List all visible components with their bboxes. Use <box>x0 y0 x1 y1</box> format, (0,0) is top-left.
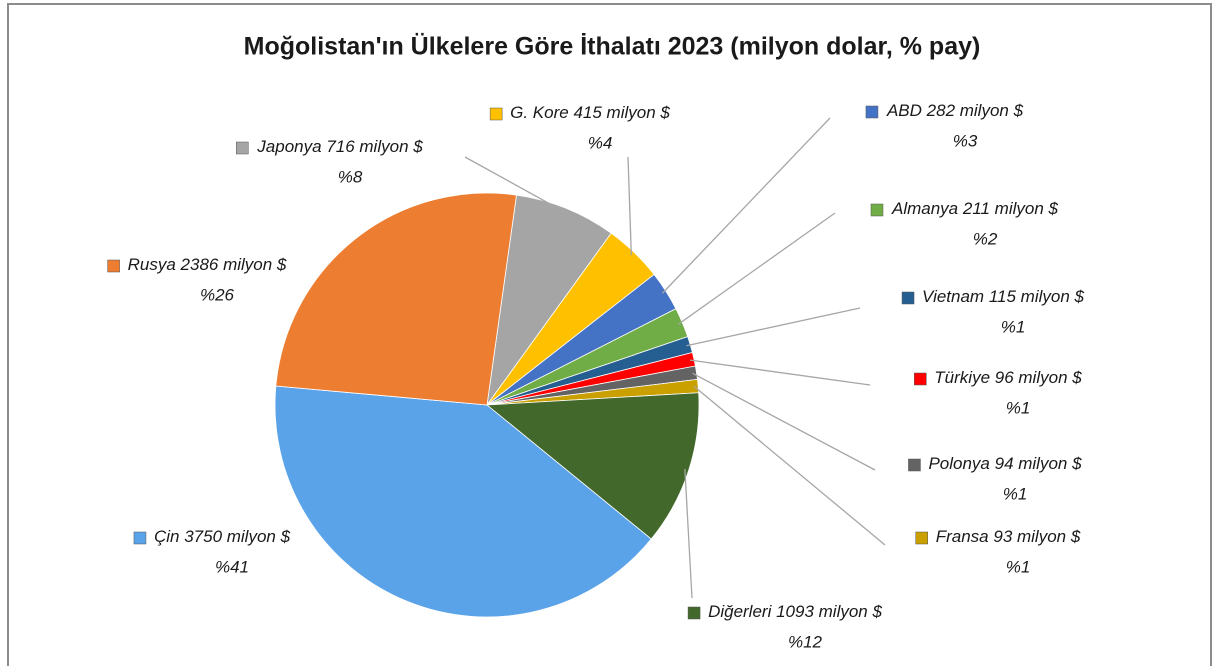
legend-key <box>133 531 147 545</box>
data-label: Çin 3750 milyon $ <box>154 527 291 546</box>
value-label: 3750 milyon $ <box>184 527 290 546</box>
value-label: 1093 milyon $ <box>776 602 882 621</box>
legend-key <box>908 458 921 472</box>
value-label: 96 milyon $ <box>995 368 1082 387</box>
value-label: 93 milyon $ <box>993 527 1080 546</box>
legend-key <box>915 531 928 545</box>
percent-label: %2 <box>973 229 998 248</box>
slices <box>274 192 700 618</box>
data-label: G. Kore 415 milyon $ <box>510 103 670 122</box>
data-label: Türkiye 96 milyon $ <box>934 368 1082 387</box>
data-label: Vietnam 115 milyon $ <box>922 287 1084 306</box>
percent-label: %12 <box>788 632 823 651</box>
value-label: 716 milyon $ <box>326 137 423 156</box>
category-name: Türkiye <box>934 368 990 387</box>
category-name: Fransa <box>936 527 989 546</box>
leader-line <box>627 156 632 256</box>
category-name: Polonya <box>928 454 989 473</box>
category-name: Diğerleri <box>708 602 773 621</box>
legend-key <box>107 259 120 273</box>
category-name: Çin <box>154 527 180 546</box>
data-label: Fransa 93 milyon $ <box>936 527 1081 546</box>
data-label: Japonya 716 milyon $ <box>256 137 423 156</box>
value-label: 115 milyon $ <box>989 287 1085 306</box>
data-label: Almanya 211 milyon $ <box>891 199 1059 218</box>
percent-label: %1 <box>1003 484 1028 503</box>
category-name: Rusya <box>128 255 176 274</box>
data-label: Polonya 94 milyon $ <box>928 454 1082 473</box>
leader-line <box>464 156 566 213</box>
percent-label: %1 <box>1006 557 1031 576</box>
percent-label: %1 <box>1001 317 1026 336</box>
percent-label: %41 <box>215 557 249 576</box>
category-name: Almanya <box>891 199 958 218</box>
data-label: Rusya 2386 milyon $ <box>128 255 287 274</box>
data-label: Diğerleri 1093 milyon $ <box>708 602 882 621</box>
leader-line <box>684 469 693 599</box>
legend-key <box>870 203 884 217</box>
value-label: 282 milyon $ <box>926 101 1024 120</box>
leader-line <box>661 117 831 294</box>
category-name: Japonya <box>256 137 321 156</box>
percent-label: %1 <box>1006 398 1031 417</box>
pie-slice <box>486 194 612 406</box>
percent-label: %3 <box>953 131 978 150</box>
value-label: 2386 milyon $ <box>180 255 287 274</box>
leader-line <box>686 307 861 347</box>
value-label: 211 milyon $ <box>962 199 1059 218</box>
percent-label: %4 <box>588 133 613 152</box>
legend-key <box>865 105 879 119</box>
category-name: Vietnam <box>922 287 984 306</box>
pie-slice <box>275 192 517 406</box>
percent-label: %8 <box>338 167 363 186</box>
leader-line <box>690 359 871 386</box>
value-label: 415 milyon $ <box>573 103 670 122</box>
percent-label: %26 <box>200 285 235 304</box>
value-label: 94 milyon $ <box>995 454 1082 473</box>
leader-line <box>678 212 836 325</box>
legend-key <box>236 141 249 155</box>
legend-key <box>687 606 701 620</box>
leader-line <box>693 385 886 546</box>
pie-slice <box>274 385 652 618</box>
chart-title: Moğolistan'ın Ülkelere Göre İthalatı 202… <box>244 32 981 61</box>
category-name: ABD <box>886 101 922 120</box>
legend-key <box>914 372 927 386</box>
leader-line <box>692 372 876 471</box>
category-name: G. Kore <box>510 103 569 122</box>
data-label: ABD 282 milyon $ <box>886 101 1024 120</box>
legend-key <box>489 107 503 121</box>
pie-slice <box>485 392 700 540</box>
legend-key <box>901 291 915 305</box>
